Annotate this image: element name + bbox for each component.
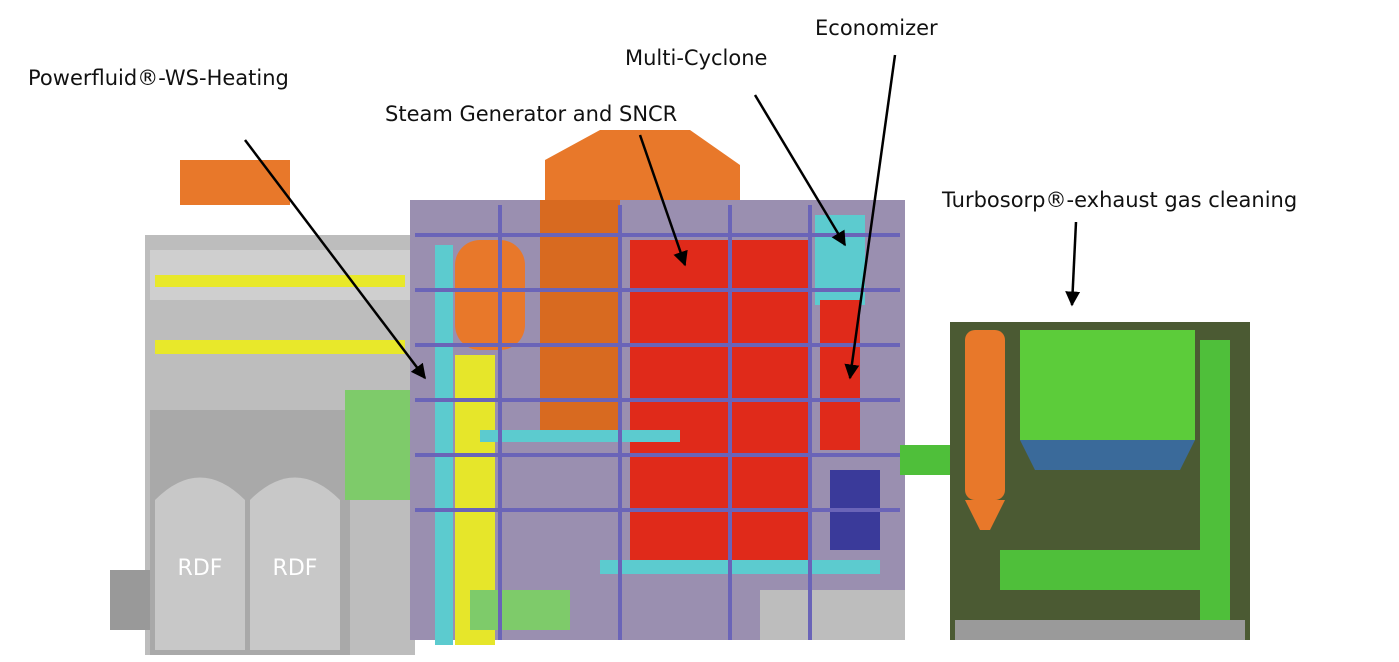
silo-label: RDF xyxy=(273,556,318,581)
silo-label: RDF xyxy=(178,556,223,581)
duct xyxy=(900,445,955,475)
callout-label: Turbosorp®-exhaust gas cleaning xyxy=(941,188,1297,212)
plant-diagram: RDF RDF xyxy=(0,0,1399,662)
rdf-building xyxy=(110,160,415,655)
boiler-house xyxy=(410,130,905,645)
callout-label: Multi-Cyclone xyxy=(625,46,767,70)
callout-label: Economizer xyxy=(815,16,938,40)
callout-label: Powerfluid®-WS-Heating xyxy=(28,66,289,90)
turbosorp-unit xyxy=(950,322,1250,640)
callout-label: Steam Generator and SNCR xyxy=(385,102,677,126)
